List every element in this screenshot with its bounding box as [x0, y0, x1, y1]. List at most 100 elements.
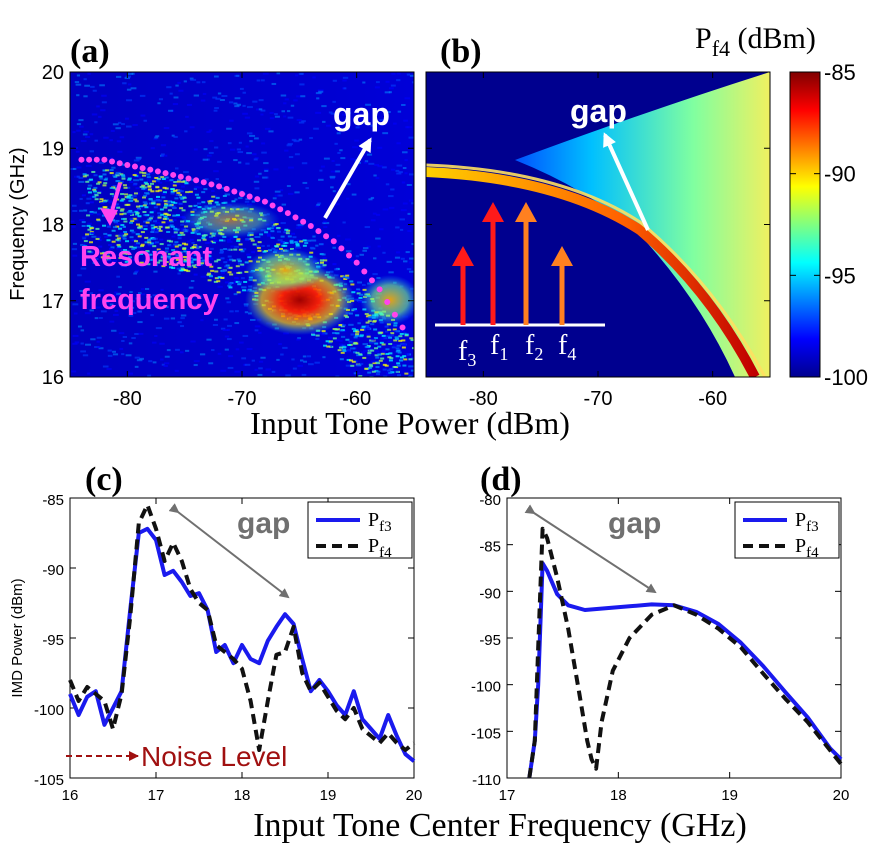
resonant-point [162, 170, 169, 177]
resonant-label-line2: frequency [80, 284, 219, 316]
resonant-label-line1: Resonant [80, 241, 212, 273]
resonant-point [170, 171, 177, 178]
panel-label-a: (a) [70, 33, 110, 70]
panel-a-ytick-label: 18 [42, 215, 64, 237]
panel-a-xtick-label: -80 [113, 388, 142, 410]
resonant-point [307, 223, 314, 230]
panel-c-xtick-label: 19 [320, 787, 337, 804]
panel-a-ylabel: Frequency (GHz) [7, 147, 29, 300]
tone-label-f4: f4 [558, 330, 576, 364]
gap-arrow-b [603, 132, 650, 231]
panel-c-ylabel: IMD Power (dBm) [9, 578, 26, 697]
panel-c-ytick-label: -85 [42, 492, 64, 509]
resonant-point [346, 252, 353, 259]
resonant-point [399, 324, 406, 331]
resonant-point [376, 286, 383, 293]
tone-label-f1: f1 [490, 330, 508, 364]
resonant-point [239, 191, 245, 197]
colorbar-tick-label: -100 [824, 365, 868, 390]
panel-c-ytick-label: -95 [42, 632, 64, 649]
resonant-point [200, 179, 207, 186]
colorbar-title: Pf4 (dBm) [695, 22, 816, 61]
gap-arrow-a [323, 137, 372, 219]
resonant-point [323, 233, 330, 240]
panel-d-xtick-label: 20 [833, 787, 850, 804]
resonant-point [361, 268, 368, 275]
tone-arrow-f3 [452, 246, 474, 325]
resonant-point [368, 277, 375, 284]
resonant-point [384, 299, 391, 306]
resonant-point [116, 160, 123, 167]
panel-d-ytick-label: -85 [479, 539, 501, 556]
legend-label-pf3: Pf3 [368, 509, 392, 535]
panel-d-ytick-label: -100 [471, 679, 501, 696]
resonant-point [261, 198, 268, 205]
resonant-arrow-head [100, 208, 118, 226]
resonant-point [269, 202, 276, 209]
legend-box [307, 501, 413, 559]
panel-d-ytick-label: -105 [471, 725, 501, 742]
resonant-point [300, 218, 307, 225]
resonant-point [284, 210, 291, 217]
panel-c-xtick-label: 17 [148, 787, 165, 804]
panel-b-field [426, 72, 770, 377]
panel-a: -80 -70 -60 16 17 18 19 20 (a) gap Resonant fre… [7, 33, 415, 410]
resonant-point [223, 185, 230, 192]
resonant-point [292, 214, 299, 221]
panel-a-ytick-label: 16 [42, 367, 64, 389]
colorbar-scale [789, 71, 821, 378]
panel-a-xtick-label: -60 [342, 388, 371, 410]
panel-c-ytick-label: -105 [34, 772, 64, 789]
noise-level-label: Noise Level [141, 741, 287, 772]
panel-label-c: (c) [85, 461, 123, 498]
panel-label-b: (b) [440, 33, 482, 70]
panel-d-xtick-label: 19 [721, 787, 738, 804]
resonant-frequency-points [78, 156, 406, 331]
panel-d-ytick-label: -80 [479, 492, 501, 509]
resonant-point [193, 177, 200, 184]
series-line-pf4 [68, 503, 416, 752]
resonant-point [254, 196, 261, 203]
gap-label-c: gap [237, 507, 290, 540]
resonant-point [231, 188, 238, 195]
tone-arrow-f1 [482, 202, 504, 325]
panel-d-xtick-label: 18 [610, 787, 627, 804]
resonant-point [131, 163, 138, 170]
resonant-point [177, 173, 184, 180]
resonant-point [208, 181, 215, 188]
panel-b-resonance-ridge [426, 167, 760, 377]
resonant-point [93, 156, 100, 163]
resonant-point [338, 245, 345, 252]
panel-a-xtick-label: -70 [228, 388, 257, 410]
panel-b-xtick-label: -80 [469, 388, 498, 410]
bottom-xlabel: Input Tone Center Frequency (GHz) [253, 807, 747, 844]
top-xlabel: Input Tone Power (dBm) [250, 405, 570, 441]
tone-arrow-f4 [551, 246, 573, 325]
resonant-point [139, 165, 146, 172]
tone-label-f3: f3 [458, 336, 476, 370]
panel-d-ytick-label: -110 [472, 772, 501, 789]
legend-box [734, 501, 840, 559]
panel-c-xtick-label: 16 [62, 787, 79, 804]
legend-label-pf3: Pf3 [795, 509, 819, 535]
resonant-point [216, 183, 223, 190]
panel-a-ytick-label: 17 [42, 291, 64, 313]
panel-c-ytick-label: -100 [34, 702, 64, 719]
resonant-point [109, 158, 116, 165]
panel-d-xtick-label: 17 [499, 787, 516, 804]
resonant-point [154, 168, 161, 175]
gap-label-b: gap [570, 93, 627, 129]
resonant-point [101, 156, 108, 163]
panel-c-ytick-label: -90 [42, 562, 64, 579]
panel-c-xtick-label: 18 [234, 787, 251, 804]
resonant-point [147, 166, 154, 173]
panel-c: 16 17 18 19 20 -85 -90 -95 -100 -105 (c) gap Nois… [9, 461, 422, 804]
panel-label-d: (d) [480, 461, 522, 498]
gap-arrow-d [524, 504, 657, 594]
resonant-point [86, 156, 93, 163]
colorbar-tick-label: -95 [824, 263, 856, 288]
resonant-point [315, 228, 322, 235]
legend-label-pf4: Pf4 [795, 535, 819, 561]
resonant-point [277, 206, 284, 213]
